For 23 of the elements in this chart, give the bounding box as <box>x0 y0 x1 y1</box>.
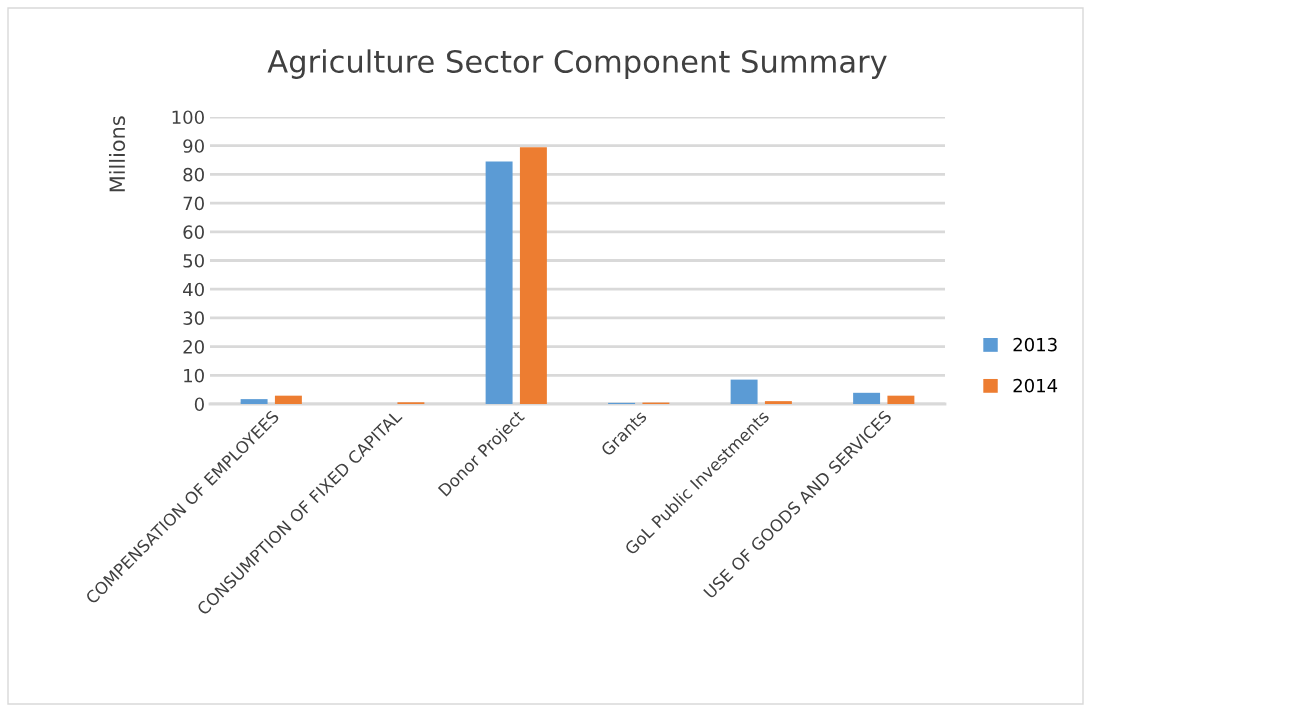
y-tick-label: 90 <box>183 139 204 153</box>
bar <box>887 395 915 404</box>
y-tick-label: 70 <box>183 196 204 211</box>
y-tick-label: 0 <box>194 397 204 412</box>
y-tick-label: 10 <box>184 368 204 383</box>
y-tick-label: 100 <box>172 110 204 125</box>
y-tick-label: 80 <box>183 167 204 182</box>
bar <box>274 395 302 404</box>
legend-label: 2013 <box>1013 337 1057 352</box>
y-tick-label: 30 <box>183 311 204 326</box>
bar <box>485 161 513 404</box>
bar <box>853 392 881 404</box>
y-axis-title: Millions <box>108 116 126 192</box>
y-tick-label: 50 <box>183 253 204 268</box>
y-tick-label: 60 <box>183 225 204 239</box>
legend-label: 2014 <box>1013 378 1058 393</box>
y-tick-label: 40 <box>183 282 204 297</box>
bar <box>764 401 792 404</box>
bar <box>730 379 758 404</box>
chart-title: Agriculture Sector Component Summary <box>267 49 887 79</box>
y-tick-label: 20 <box>183 340 204 354</box>
bar <box>240 399 268 404</box>
bar <box>519 147 547 404</box>
